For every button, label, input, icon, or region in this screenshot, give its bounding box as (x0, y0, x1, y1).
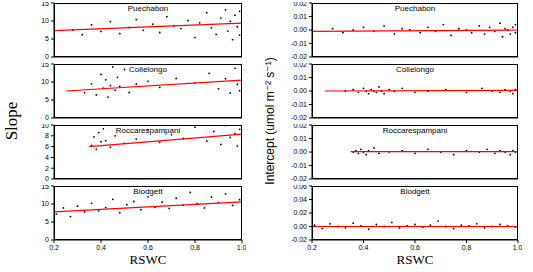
svg-text:0.00: 0.00 (293, 87, 307, 94)
svg-text:-0.02: -0.02 (291, 53, 307, 59)
svg-text:0.8: 0.8 (462, 244, 472, 251)
svg-text:0.00: 0.00 (293, 26, 307, 33)
svg-text:0.01: 0.01 (293, 74, 307, 81)
svg-text:0: 0 (45, 175, 49, 181)
svg-text:0.04: 0.04 (293, 196, 307, 203)
svg-text:0: 0 (45, 236, 49, 243)
html-text:Roccarespampani: Roccarespampani (115, 126, 181, 135)
svg-text:0: 0 (45, 53, 49, 59)
html-text:Collelongo: Collelongo (129, 65, 167, 74)
svg-text:0.02: 0.02 (293, 2, 307, 6)
svg-text:0.02: 0.02 (293, 63, 307, 67)
svg-text:-0.02: -0.02 (291, 114, 307, 120)
svg-text:0.01: 0.01 (293, 13, 307, 20)
svg-text:0.2: 0.2 (49, 244, 59, 251)
svg-text:6: 6 (45, 143, 49, 150)
svg-text:0.02: 0.02 (293, 209, 307, 216)
svg-text:-0.02: -0.02 (291, 236, 307, 243)
svg-text:-0.01: -0.01 (291, 162, 307, 169)
svg-text:5: 5 (45, 96, 49, 103)
html-text:Roccarespampani: Roccarespampani (382, 126, 448, 135)
svg-text:-0.01: -0.01 (291, 40, 307, 47)
html-text:Intercept (umol m⁻² s⁻¹): Intercept (umol m⁻² s⁻¹) (263, 56, 277, 185)
svg-text:0: 0 (45, 114, 49, 120)
svg-text:0.6: 0.6 (143, 244, 153, 251)
svg-text:0.06: 0.06 (293, 185, 307, 189)
svg-text:0.01: 0.01 (293, 135, 307, 142)
html-text:Slope: Slope (2, 101, 21, 140)
html-text:Blodgett: Blodgett (400, 187, 430, 196)
svg-text:2: 2 (45, 165, 49, 172)
svg-text:0.00: 0.00 (293, 148, 307, 155)
svg-text:8: 8 (45, 132, 49, 139)
svg-text:15: 15 (41, 63, 49, 67)
svg-text:15: 15 (41, 185, 49, 189)
svg-text:10: 10 (41, 17, 49, 24)
svg-text:10: 10 (41, 78, 49, 85)
svg-text:15: 15 (41, 2, 49, 6)
svg-text:0.02: 0.02 (293, 124, 307, 128)
svg-text:1.0: 1.0 (237, 244, 246, 251)
html-text:RSWC: RSWC (129, 252, 167, 267)
svg-text:10: 10 (41, 124, 49, 128)
html-text:Puechabon: Puechabon (394, 4, 436, 13)
svg-text:5: 5 (45, 35, 49, 42)
html-text:RSWC: RSWC (396, 252, 434, 267)
svg-text:1.0: 1.0 (513, 244, 522, 251)
html-text:Blodgett: Blodgett (133, 187, 163, 196)
svg-text:0.8: 0.8 (190, 244, 200, 251)
svg-text:-0.02: -0.02 (291, 175, 307, 181)
svg-text:5: 5 (45, 218, 49, 225)
svg-text:0.4: 0.4 (96, 244, 106, 251)
svg-text:4: 4 (45, 154, 49, 161)
svg-text:0.4: 0.4 (359, 244, 369, 251)
svg-text:-0.01: -0.01 (291, 101, 307, 108)
html-text:Puechabon: Puechabon (127, 4, 169, 13)
svg-text:0.2: 0.2 (307, 244, 317, 251)
svg-text:0.00: 0.00 (293, 223, 307, 230)
svg-text:0.6: 0.6 (410, 244, 420, 251)
svg-text:10: 10 (41, 200, 49, 207)
html-text:Collelongo: Collelongo (396, 65, 434, 74)
